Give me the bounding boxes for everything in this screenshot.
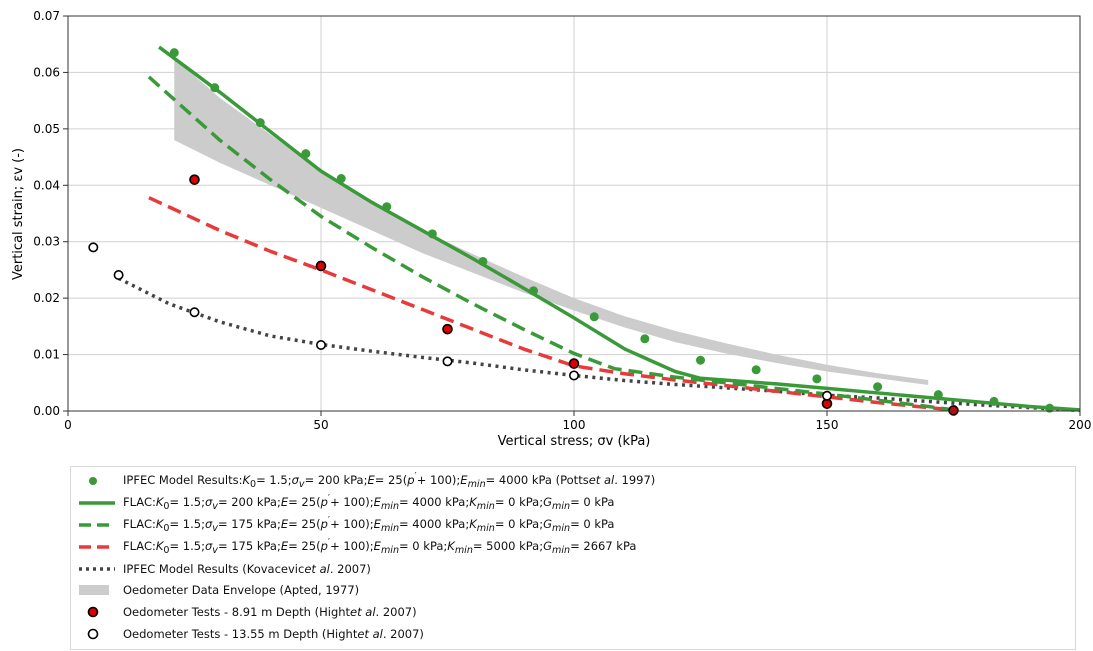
point-oed-1355: [113, 270, 124, 281]
series-markers: [88, 48, 1055, 416]
line-flac-175-red-dashed: [148, 196, 954, 412]
legend-swatch-grey-band: [79, 585, 109, 595]
point-ipfec-potts: [336, 174, 346, 184]
point-ipfec-potts: [169, 48, 179, 58]
legend-item-oed-891: Oedometer Tests - 8.91 m Depth (Hight et…: [77, 603, 417, 621]
series-lines: [117, 45, 1081, 413]
y-tick-label: 0.04: [33, 178, 60, 192]
point-oed-1355: [88, 242, 99, 253]
point-ipfec-potts: [529, 286, 539, 296]
y-tick-label: 0.02: [33, 291, 60, 305]
legend-item-flac-200: FLAC: K0 = 1.5; σv = 200 kPa; E = 25(p′ …: [77, 493, 614, 513]
legend-swatch-open-circle: [87, 628, 99, 640]
point-oed-1355: [821, 390, 832, 401]
legend-swatch-red-dashed: [79, 545, 115, 549]
point-ipfec-potts: [478, 256, 488, 266]
x-tick-label: 150: [816, 418, 839, 432]
x-tick-label: 200: [1069, 418, 1092, 432]
point-oed-1355: [189, 307, 200, 318]
point-oed-1355: [315, 339, 326, 350]
point-oed-891: [189, 174, 200, 185]
point-ipfec-potts: [255, 118, 265, 128]
point-oed-891: [442, 323, 453, 335]
point-ipfec-potts: [382, 202, 392, 212]
x-tick-label: 0: [64, 418, 72, 432]
x-axis-label: Vertical stress; σv (kPa): [498, 434, 651, 449]
legend: IPFEC Model Results: K0 = 1.5; σv = 200 …: [70, 466, 1076, 650]
point-ipfec-potts: [427, 229, 437, 239]
point-ipfec-potts: [812, 374, 822, 384]
x-axis-ticks: 0 50 100 150 200: [64, 411, 1091, 432]
y-axis-ticks: 0.00 0.01 0.02 0.03 0.04 0.05 0.06 0.07: [33, 9, 68, 418]
legend-item-envelope: Oedometer Data Envelope (Apted, 1977): [77, 581, 359, 599]
legend-item-flac-175-red: FLAC: K0 = 1.5; σv = 175 kPa; E = 25(p′ …: [77, 537, 636, 557]
legend-swatch-red-circle: [87, 606, 99, 618]
y-tick-label: 0.06: [33, 65, 60, 79]
chart: 0 50 100 150 200 0.000.010.020.030.040.050.0…: [11, 9, 1091, 449]
point-oed-891: [948, 405, 959, 416]
point-ipfec-potts: [751, 365, 761, 375]
point-ipfec-potts: [873, 382, 883, 392]
y-tick-label: 0.05: [33, 122, 60, 136]
x-tick-label: 50: [313, 418, 328, 432]
y-tick-label: 0.01: [33, 348, 60, 362]
point-ipfec-potts: [301, 149, 311, 159]
legend-swatch-green-dashed: [79, 523, 115, 527]
legend-item-oed-1355: Oedometer Tests - 13.55 m Depth (Hight e…: [77, 625, 424, 643]
line-flac-200-green-solid: [158, 45, 1081, 412]
legend-swatch-green-solid: [79, 501, 115, 505]
point-ipfec-potts: [210, 83, 220, 93]
legend-swatch-green-dot: [89, 477, 97, 485]
point-ipfec-potts: [989, 396, 999, 406]
y-axis-label: Vertical strain; εv (-): [11, 148, 26, 280]
y-tick-label: 0.03: [33, 235, 60, 249]
y-tick-label: 0.00: [33, 404, 60, 418]
point-ipfec-potts: [640, 334, 650, 344]
y-tick-label: 0.07: [33, 9, 60, 23]
legend-item-flac-175-green: FLAC: K0 = 1.5; σv = 175 kPa; E = 25(p′ …: [77, 515, 614, 535]
x-tick-label: 100: [563, 418, 586, 432]
point-oed-891: [568, 358, 580, 369]
point-ipfec-potts: [933, 390, 943, 400]
legend-item-ipfec-potts: IPFEC Model Results: K0 = 1.5; σv = 200 …: [77, 471, 655, 491]
point-oed-1355: [568, 370, 579, 381]
point-ipfec-potts: [696, 355, 705, 365]
line-flac-175-green-dashed: [147, 75, 954, 412]
legend-swatch-dark-dotted: [79, 567, 115, 571]
point-ipfec-potts: [1045, 403, 1055, 413]
legend-item-ipfec-kovacevic: IPFEC Model Results (Kovacevic et al. 20…: [77, 560, 371, 578]
point-oed-1355: [442, 356, 453, 367]
point-oed-891: [315, 260, 327, 272]
point-ipfec-potts: [589, 312, 599, 322]
